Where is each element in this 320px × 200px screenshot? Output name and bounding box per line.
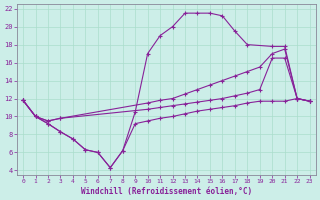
X-axis label: Windchill (Refroidissement éolien,°C): Windchill (Refroidissement éolien,°C) xyxy=(81,187,252,196)
